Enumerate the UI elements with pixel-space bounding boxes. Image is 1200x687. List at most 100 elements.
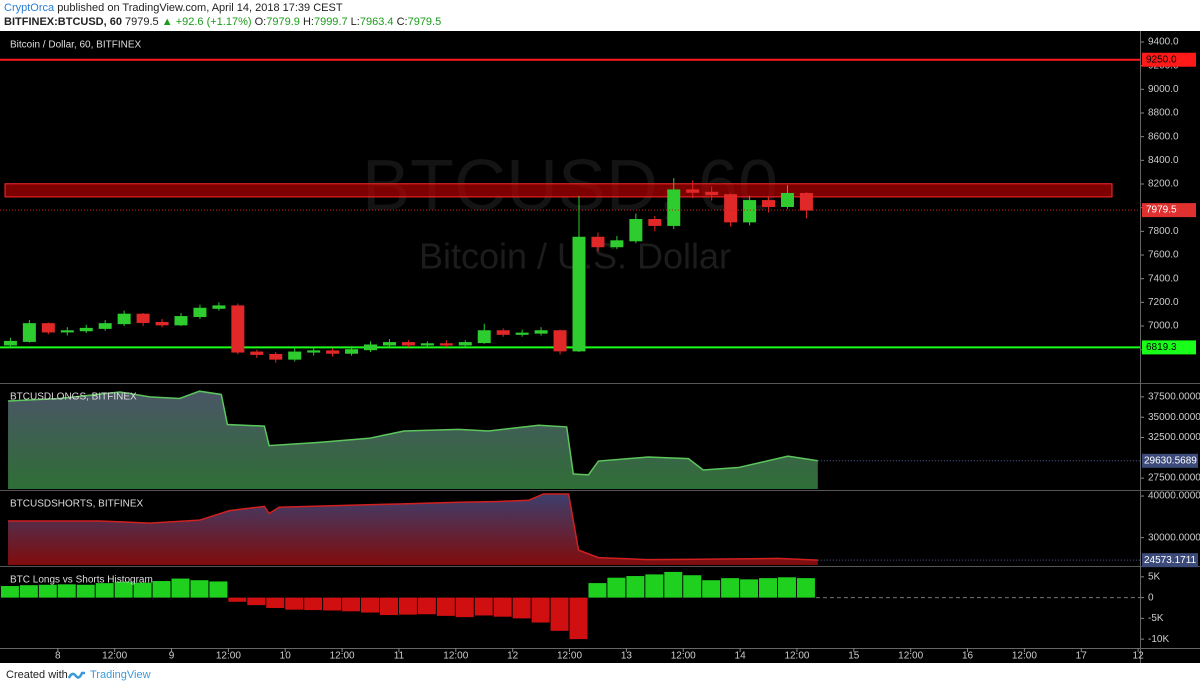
candle-body bbox=[79, 327, 93, 332]
x-tick-label: 12:00 bbox=[330, 651, 355, 662]
candle-body bbox=[780, 192, 794, 207]
x-tick-label: 12:00 bbox=[102, 651, 127, 662]
histogram-bar bbox=[550, 597, 569, 631]
y-tick-label: 32500.0000 bbox=[1148, 432, 1200, 443]
histogram-bar bbox=[57, 584, 76, 598]
histogram-bar bbox=[721, 578, 740, 598]
header: CryptOrca published on TradingView.com, … bbox=[0, 0, 1200, 31]
candle-body bbox=[231, 305, 245, 353]
histogram-bar bbox=[493, 597, 512, 617]
last-value-tag bbox=[1142, 453, 1198, 468]
candle-body bbox=[743, 200, 757, 223]
histogram-bar bbox=[19, 585, 38, 598]
price: 7979.5 bbox=[125, 16, 159, 28]
histogram-bar bbox=[171, 578, 190, 598]
histogram-bar bbox=[664, 571, 683, 598]
change: +92.6 (+1.17%) bbox=[175, 16, 252, 28]
candle-body bbox=[41, 323, 55, 333]
x-tick-label: 17 bbox=[1076, 651, 1088, 662]
candle-body bbox=[629, 219, 643, 242]
arrow: ▲ bbox=[161, 16, 173, 28]
y-tick-label: -5K bbox=[1148, 613, 1164, 624]
x-tick-label: 12:00 bbox=[1012, 651, 1037, 662]
candle-body bbox=[382, 342, 396, 346]
histogram-bar bbox=[645, 574, 664, 598]
y-tick-label: 7000.0 bbox=[1148, 321, 1179, 332]
x-tick-label: 12:00 bbox=[898, 651, 923, 662]
y-tick-label: 7400.0 bbox=[1148, 273, 1179, 284]
candle-body bbox=[705, 191, 719, 196]
histogram-bar bbox=[285, 597, 304, 610]
x-tick-label: 15 bbox=[848, 651, 860, 662]
brand[interactable]: TradingView bbox=[90, 669, 151, 681]
header-line: BITFINEX:BTCUSD, 60 7979.5 ▲ +92.6 (+1.1… bbox=[4, 16, 441, 28]
pane-title: BTCUSDSHORTS, BITFINEX bbox=[10, 499, 143, 510]
histogram-bar bbox=[607, 577, 626, 598]
chart: 6800.07000.07200.07400.07600.07800.08000… bbox=[0, 31, 1200, 663]
candle-body bbox=[686, 189, 700, 193]
x-tick-label: 9 bbox=[169, 651, 175, 662]
level-tag-label: 9250.0 bbox=[1146, 54, 1177, 65]
y-tick-label: 27500.0000 bbox=[1148, 473, 1200, 484]
candle-body bbox=[117, 313, 131, 325]
candle-body bbox=[307, 350, 321, 353]
symbol: BITFINEX:BTCUSD, 60 bbox=[4, 16, 122, 28]
x-tick-label: 16 bbox=[962, 651, 974, 662]
y-tick-label: 7200.0 bbox=[1148, 297, 1179, 308]
last-value-label: 24573.1711 bbox=[1144, 555, 1197, 566]
histogram-bar bbox=[474, 597, 493, 616]
candle-body bbox=[515, 332, 529, 335]
candle-body bbox=[136, 313, 150, 323]
candle-body bbox=[458, 342, 472, 346]
histogram-bar bbox=[133, 582, 152, 598]
histogram-bar bbox=[455, 597, 474, 618]
histogram-bar bbox=[266, 597, 285, 608]
candle-body bbox=[98, 323, 112, 329]
candle-body bbox=[724, 194, 738, 223]
candle-body bbox=[591, 236, 605, 248]
x-tick-label: 11 bbox=[394, 651, 405, 662]
ohlc-label: C: bbox=[396, 16, 408, 28]
ohlc-label: L: bbox=[350, 16, 360, 28]
y-tick-label: 8200.0 bbox=[1148, 179, 1179, 190]
area-line bbox=[8, 493, 818, 561]
candle-body bbox=[22, 323, 36, 342]
area-fill bbox=[8, 493, 818, 565]
author[interactable]: CryptOrca bbox=[4, 2, 55, 14]
histogram-bar bbox=[114, 581, 133, 598]
histogram-bar bbox=[531, 597, 550, 623]
y-tick-label: 9400.0 bbox=[1148, 37, 1179, 48]
x-tick-label: 12 bbox=[507, 651, 519, 662]
pane-title: BTCUSDLONGS, BITFINEX bbox=[10, 392, 137, 403]
histogram-bar bbox=[512, 597, 531, 619]
histogram-bar bbox=[379, 597, 398, 616]
histogram-bar bbox=[209, 581, 228, 598]
histogram-bar bbox=[38, 584, 57, 598]
histogram-bar bbox=[417, 597, 436, 615]
candle-body bbox=[496, 330, 510, 335]
y-tick-label: 0 bbox=[1148, 592, 1154, 603]
histogram-bar bbox=[152, 581, 171, 598]
candle-body bbox=[212, 305, 226, 309]
published: published on TradingView.com, April 14, … bbox=[57, 2, 343, 14]
level-tag bbox=[1142, 52, 1196, 67]
x-tick-label: 12:00 bbox=[671, 651, 696, 662]
x-tick-label: 12 bbox=[1133, 651, 1145, 662]
candle-body bbox=[250, 351, 264, 355]
candle-body bbox=[193, 307, 207, 318]
y-tick-label: 8600.0 bbox=[1148, 131, 1179, 142]
histogram-bar bbox=[304, 597, 323, 611]
y-tick-label: 5K bbox=[1148, 572, 1161, 583]
x-tick-label: 12:00 bbox=[557, 651, 582, 662]
level-tag bbox=[1142, 340, 1196, 355]
candle-body bbox=[288, 351, 302, 360]
created-with: Created with bbox=[6, 669, 68, 681]
x-tick-label: 12:00 bbox=[784, 651, 809, 662]
ohlc-label: H: bbox=[302, 16, 314, 28]
candle-body bbox=[799, 192, 813, 211]
ohlc-value: 7963.4 bbox=[359, 16, 394, 28]
x-tick-label: 12:00 bbox=[216, 651, 241, 662]
y-tick-label: 7800.0 bbox=[1148, 226, 1179, 237]
histogram-bar bbox=[702, 580, 721, 598]
